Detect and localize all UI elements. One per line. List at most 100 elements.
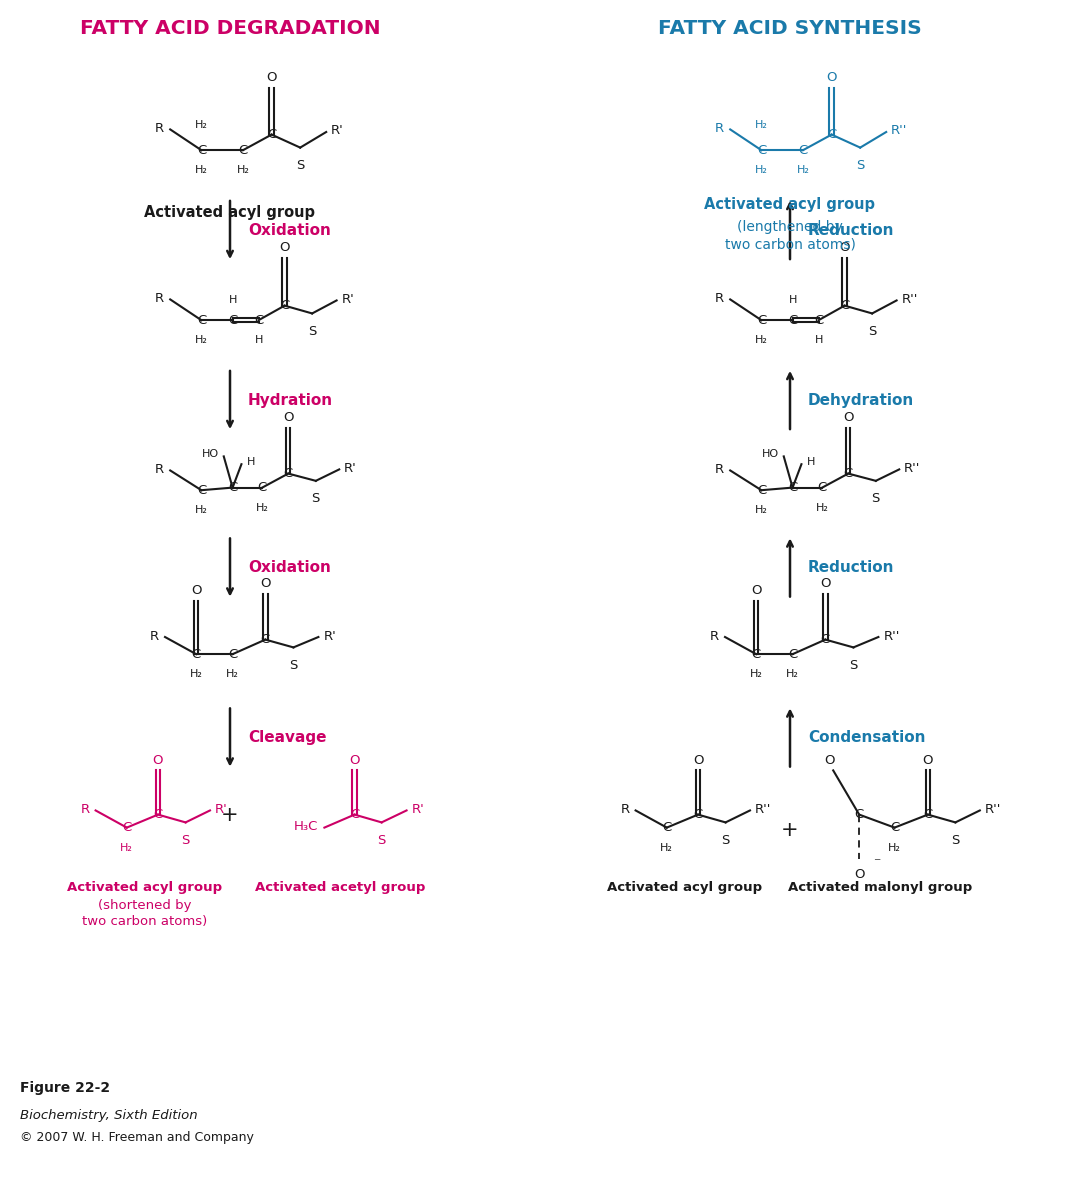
Text: Activated malonyl group: Activated malonyl group	[788, 881, 972, 894]
Text: (shortened by: (shortened by	[99, 899, 192, 912]
Text: Reduction: Reduction	[808, 222, 894, 238]
Text: S: S	[849, 659, 858, 672]
Text: O: O	[820, 577, 831, 590]
Text: two carbon atoms): two carbon atoms)	[725, 238, 855, 252]
Text: Oxidation: Oxidation	[248, 222, 331, 238]
Text: Activated acetyl group: Activated acetyl group	[255, 881, 426, 894]
Text: R': R'	[324, 630, 337, 642]
Text: C: C	[197, 484, 206, 497]
Text: S: S	[296, 160, 304, 172]
Text: C: C	[349, 808, 359, 821]
Text: C: C	[827, 128, 836, 142]
Text: H₂: H₂	[755, 505, 768, 515]
Text: R: R	[710, 630, 719, 642]
Text: C: C	[284, 467, 293, 480]
Text: C: C	[844, 467, 853, 480]
Text: Activated acyl group: Activated acyl group	[608, 881, 762, 894]
Text: C: C	[788, 481, 798, 494]
Text: H₂: H₂	[195, 335, 208, 346]
Text: C: C	[197, 144, 206, 157]
Text: H₂: H₂	[755, 120, 768, 130]
Text: O: O	[843, 412, 853, 425]
Text: O: O	[751, 584, 761, 598]
Text: C: C	[757, 144, 766, 157]
Text: H₂: H₂	[195, 166, 208, 175]
Text: C: C	[257, 481, 267, 494]
Text: Cleavage: Cleavage	[248, 730, 327, 745]
Text: H₂: H₂	[660, 842, 673, 852]
Text: C: C	[799, 144, 807, 157]
Text: R: R	[80, 803, 90, 816]
Text: C: C	[228, 648, 237, 661]
Text: H₂: H₂	[749, 670, 762, 679]
Text: FATTY ACID DEGRADATION: FATTY ACID DEGRADATION	[79, 18, 381, 37]
Text: S: S	[377, 834, 386, 847]
Text: C: C	[153, 808, 163, 821]
Text: O: O	[839, 241, 850, 254]
Text: Activated acyl group: Activated acyl group	[145, 205, 315, 221]
Text: R: R	[715, 292, 725, 305]
Text: C: C	[228, 481, 237, 494]
Text: Activated acyl group: Activated acyl group	[68, 881, 223, 894]
Text: C: C	[260, 634, 270, 646]
Text: Figure 22-2: Figure 22-2	[20, 1081, 110, 1094]
Text: C: C	[751, 648, 761, 661]
Text: R': R'	[412, 803, 425, 816]
Text: C: C	[122, 821, 132, 834]
Text: O: O	[824, 754, 834, 767]
Text: HO: HO	[202, 450, 219, 460]
Text: O: O	[280, 241, 289, 254]
Text: Hydration: Hydration	[248, 392, 333, 408]
Text: R'': R''	[755, 803, 772, 816]
Text: O: O	[923, 754, 933, 767]
Text: R: R	[155, 292, 164, 305]
Text: C: C	[757, 484, 766, 497]
Text: C: C	[192, 648, 200, 661]
Text: O: O	[827, 71, 837, 84]
Text: C: C	[854, 808, 864, 821]
Text: H: H	[806, 457, 815, 467]
Text: S: S	[721, 834, 730, 847]
Text: R: R	[150, 630, 159, 642]
Text: R'': R''	[904, 462, 921, 475]
Text: C: C	[890, 821, 899, 834]
Text: H: H	[254, 335, 263, 346]
Text: O: O	[152, 754, 163, 767]
Text: O: O	[693, 754, 703, 767]
Text: R'': R''	[985, 803, 1001, 816]
Text: R: R	[715, 463, 725, 476]
Text: C: C	[228, 313, 237, 326]
Text: R'': R''	[891, 125, 908, 138]
Text: O: O	[283, 412, 294, 425]
Text: H₂: H₂	[195, 120, 208, 130]
Text: H₃C: H₃C	[294, 820, 318, 833]
Text: S: S	[872, 492, 880, 505]
Text: S: S	[951, 834, 959, 847]
Text: O: O	[260, 577, 270, 590]
Text: H: H	[788, 295, 796, 305]
Text: C: C	[694, 808, 702, 821]
Text: +: +	[781, 820, 799, 840]
Text: S: S	[181, 834, 190, 847]
Text: H₂: H₂	[816, 503, 829, 512]
Text: H₂: H₂	[120, 842, 133, 852]
Text: R: R	[155, 463, 164, 476]
Text: FATTY ACID SYNTHESIS: FATTY ACID SYNTHESIS	[658, 18, 922, 37]
Text: O: O	[266, 71, 277, 84]
Text: C: C	[821, 634, 830, 646]
Text: C: C	[662, 821, 671, 834]
Text: O: O	[854, 869, 864, 881]
Text: Condensation: Condensation	[808, 730, 925, 745]
Text: R: R	[621, 803, 629, 816]
Text: R'': R''	[883, 630, 899, 642]
Text: two carbon atoms): two carbon atoms)	[83, 916, 208, 929]
Text: C: C	[197, 313, 206, 326]
Text: ⁻: ⁻	[874, 856, 881, 870]
Text: S: S	[312, 492, 319, 505]
Text: (lengthened by: (lengthened by	[738, 220, 843, 234]
Text: H₂: H₂	[786, 670, 799, 679]
Text: HO: HO	[761, 450, 778, 460]
Text: C: C	[267, 128, 277, 142]
Text: S: S	[308, 325, 316, 338]
Text: C: C	[818, 481, 827, 494]
